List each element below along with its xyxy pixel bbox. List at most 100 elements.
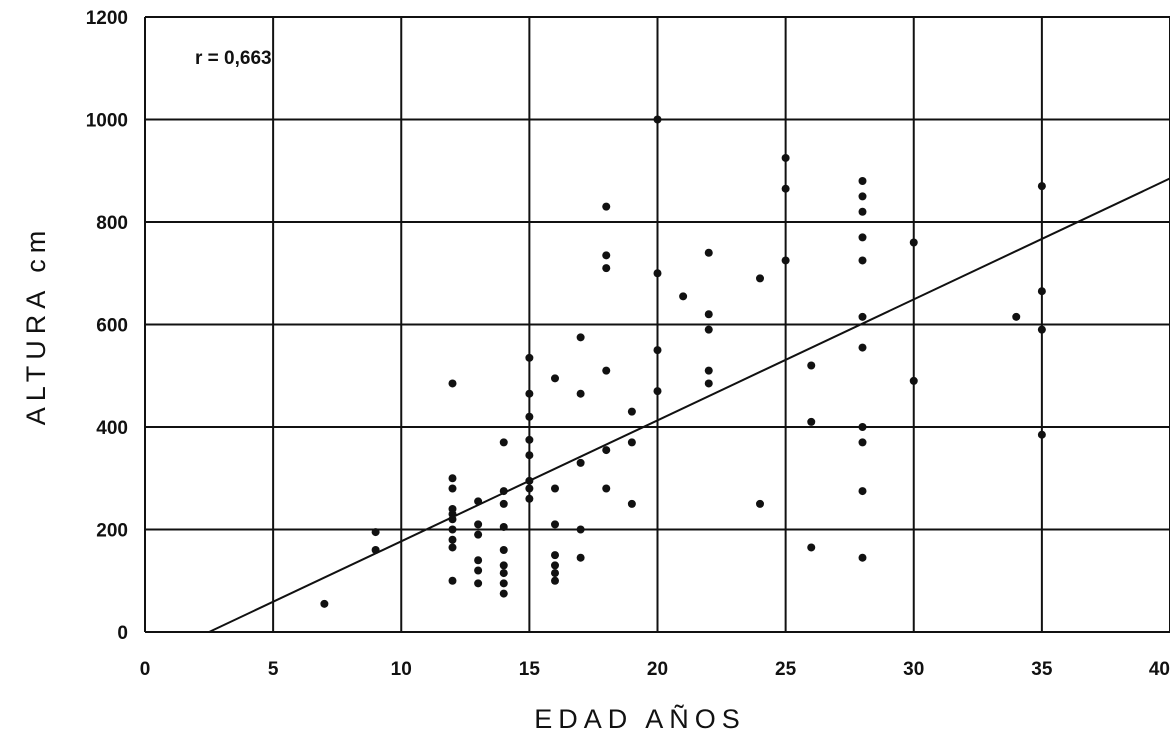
data-point	[627, 438, 636, 447]
data-point	[756, 274, 764, 283]
data-point	[704, 379, 713, 388]
x-tick-label: 10	[391, 659, 412, 680]
y-tick-label: 1000	[86, 111, 128, 132]
data-point	[807, 361, 816, 370]
data-point	[858, 487, 867, 496]
data-point	[858, 207, 867, 216]
data-point	[499, 438, 508, 447]
data-point	[525, 353, 534, 362]
data-point	[551, 551, 559, 560]
data-point	[551, 576, 559, 585]
data-point	[474, 566, 483, 575]
data-point	[756, 499, 764, 508]
data-point	[576, 389, 585, 398]
x-tick-label: 40	[1149, 659, 1170, 680]
data-point	[858, 343, 867, 352]
data-point	[858, 312, 867, 321]
data-point	[704, 310, 713, 319]
data-point	[448, 515, 457, 524]
data-point	[474, 520, 483, 529]
data-point	[551, 569, 559, 578]
data-point	[551, 374, 559, 383]
data-point	[1037, 287, 1046, 296]
data-point	[858, 233, 867, 242]
x-tick-label: 5	[268, 659, 279, 680]
data-point	[627, 407, 636, 416]
data-point	[448, 525, 457, 534]
y-axis-title: ALTURA cm	[21, 225, 51, 426]
data-point	[653, 387, 662, 396]
x-tick-label: 0	[140, 659, 151, 680]
x-tick-label: 25	[775, 659, 797, 680]
data-point	[858, 256, 867, 265]
data-point	[320, 599, 329, 608]
data-point	[499, 579, 508, 588]
data-point	[448, 484, 457, 493]
data-point	[807, 543, 816, 552]
data-point	[499, 561, 508, 570]
data-point	[525, 389, 534, 398]
data-point	[474, 579, 483, 588]
data-point	[499, 499, 508, 508]
data-point	[371, 546, 380, 554]
x-tick-labels: 0 5 10 15 20 25 30 35 40	[140, 659, 1170, 680]
data-point	[858, 553, 867, 562]
data-point	[525, 451, 534, 460]
data-point	[704, 366, 713, 375]
x-axis-title: EDAD AÑOS	[534, 703, 746, 734]
data-point	[858, 438, 867, 447]
data-point	[525, 484, 534, 493]
data-point	[858, 192, 867, 201]
data-point	[704, 325, 713, 334]
data-point	[474, 497, 483, 506]
x-tick-label: 15	[519, 659, 541, 680]
data-point	[525, 494, 534, 503]
data-point	[474, 556, 483, 565]
data-point	[448, 576, 457, 585]
correlation-annotation: r = 0,663	[195, 48, 272, 69]
y-tick-labels: 0 200 400 600 800 1000 1200	[86, 8, 128, 644]
y-tick-label: 200	[96, 521, 128, 542]
data-point	[909, 238, 918, 247]
data-point	[1037, 182, 1046, 191]
data-point	[1012, 312, 1021, 321]
data-point	[909, 376, 918, 385]
x-tick-label: 30	[903, 659, 924, 680]
data-point	[525, 435, 534, 444]
data-point	[602, 446, 611, 455]
data-point	[474, 530, 483, 539]
data-point	[499, 522, 508, 531]
data-point	[525, 476, 534, 485]
y-tick-label: 400	[96, 418, 128, 439]
data-point	[576, 458, 585, 467]
regression-line	[208, 177, 1170, 633]
data-point	[448, 543, 457, 552]
data-point	[653, 346, 662, 355]
y-tick-label: 800	[96, 213, 128, 234]
data-point	[602, 202, 611, 211]
data-point	[602, 264, 611, 273]
data-point	[525, 412, 534, 421]
data-point	[576, 553, 585, 562]
data-point	[679, 292, 688, 301]
data-point	[551, 484, 559, 493]
data-point	[499, 546, 508, 554]
data-point	[858, 177, 867, 185]
data-point	[653, 269, 662, 278]
data-point	[448, 474, 457, 483]
data-point	[448, 535, 457, 544]
y-tick-label: 0	[117, 623, 128, 644]
y-tick-label: 600	[96, 316, 128, 337]
data-point	[551, 520, 559, 529]
data-point	[602, 484, 611, 493]
data-point	[371, 528, 380, 537]
data-point	[858, 423, 867, 431]
data-points	[320, 115, 1046, 608]
x-tick-label: 35	[1031, 659, 1053, 680]
data-point	[499, 589, 508, 598]
data-point	[448, 379, 457, 388]
data-point	[1037, 325, 1046, 334]
data-point	[551, 561, 559, 570]
data-point	[781, 256, 790, 265]
